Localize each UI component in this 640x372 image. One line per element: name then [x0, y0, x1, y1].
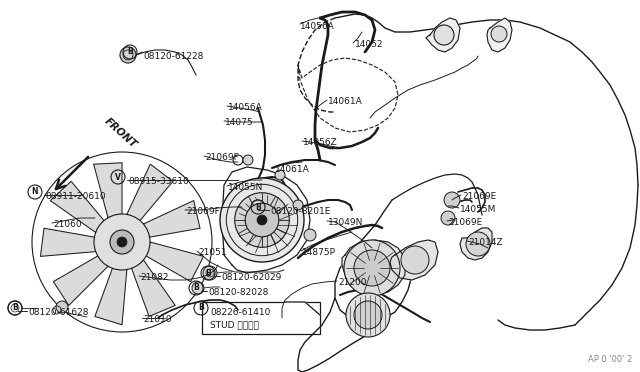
Polygon shape — [487, 18, 512, 52]
Text: 08120-61628: 08120-61628 — [28, 308, 88, 317]
Text: 14055M: 14055M — [460, 205, 497, 214]
Text: 21069F: 21069F — [205, 153, 239, 162]
Circle shape — [233, 155, 243, 165]
Polygon shape — [426, 18, 460, 52]
Circle shape — [220, 178, 304, 262]
Text: 21069E: 21069E — [462, 192, 496, 201]
Circle shape — [346, 293, 390, 337]
Text: 21200: 21200 — [338, 278, 367, 287]
Circle shape — [117, 237, 127, 247]
Circle shape — [354, 250, 390, 286]
Circle shape — [344, 240, 400, 296]
Circle shape — [192, 282, 204, 294]
Polygon shape — [147, 242, 204, 282]
Text: 14052: 14052 — [355, 40, 383, 49]
Polygon shape — [143, 201, 200, 237]
Text: B: B — [255, 202, 261, 212]
Text: N: N — [32, 187, 38, 196]
Circle shape — [247, 205, 287, 245]
Polygon shape — [132, 260, 175, 317]
Circle shape — [354, 301, 382, 329]
Text: 14056A: 14056A — [300, 22, 335, 31]
Text: 13049N: 13049N — [328, 218, 364, 227]
Text: 21069E: 21069E — [448, 218, 483, 227]
Polygon shape — [95, 268, 127, 325]
Circle shape — [243, 155, 253, 165]
Bar — [202, 302, 320, 334]
Circle shape — [56, 301, 68, 313]
Text: AP 0 '00' 2: AP 0 '00' 2 — [588, 355, 632, 364]
Text: STUD スタッド: STUD スタッド — [210, 320, 259, 329]
Circle shape — [441, 211, 455, 225]
Polygon shape — [40, 228, 96, 256]
Circle shape — [466, 232, 490, 256]
Circle shape — [120, 47, 136, 63]
Text: 08120-62029: 08120-62029 — [221, 273, 282, 282]
Circle shape — [94, 214, 150, 270]
Polygon shape — [342, 240, 405, 295]
Text: B: B — [127, 48, 133, 57]
Text: 21069F: 21069F — [186, 207, 220, 216]
Text: 21010: 21010 — [143, 315, 172, 324]
Text: 08226-61410: 08226-61410 — [210, 308, 270, 317]
Circle shape — [235, 193, 299, 257]
Text: B: B — [193, 283, 199, 292]
Polygon shape — [51, 181, 104, 232]
Text: 21060: 21060 — [53, 220, 82, 229]
Circle shape — [110, 230, 134, 254]
Text: 14055N: 14055N — [228, 183, 264, 192]
Text: 08120-61228: 08120-61228 — [143, 52, 204, 61]
Text: 08911-20610: 08911-20610 — [45, 192, 106, 201]
Text: B: B — [198, 304, 204, 312]
Circle shape — [275, 170, 285, 180]
Circle shape — [257, 215, 267, 225]
Text: 21014Z: 21014Z — [468, 238, 502, 247]
Text: 21082: 21082 — [140, 273, 168, 282]
Circle shape — [245, 203, 279, 237]
Text: FRONT: FRONT — [102, 116, 138, 150]
Text: B: B — [12, 304, 18, 312]
Circle shape — [251, 200, 265, 214]
Polygon shape — [53, 256, 108, 305]
Text: 14061A: 14061A — [328, 97, 363, 106]
Circle shape — [235, 193, 289, 247]
Text: 08120-82028: 08120-82028 — [208, 288, 268, 297]
Text: 14875P: 14875P — [302, 248, 336, 257]
Polygon shape — [93, 163, 122, 218]
Text: 21051: 21051 — [198, 248, 227, 257]
Text: 14075: 14075 — [225, 118, 253, 127]
Text: 08120-8201E: 08120-8201E — [270, 207, 330, 216]
Circle shape — [203, 266, 217, 280]
Polygon shape — [127, 164, 173, 221]
Text: 08915-33610: 08915-33610 — [128, 177, 189, 186]
Polygon shape — [285, 302, 320, 315]
Circle shape — [434, 25, 454, 45]
Text: 14061A: 14061A — [275, 165, 310, 174]
Polygon shape — [460, 228, 492, 260]
Text: 14056Z: 14056Z — [303, 138, 338, 147]
Text: V: V — [115, 173, 121, 182]
Circle shape — [293, 200, 303, 210]
Circle shape — [401, 246, 429, 274]
Text: 14056A: 14056A — [228, 103, 263, 112]
Polygon shape — [390, 240, 438, 280]
Text: B: B — [205, 269, 211, 278]
Circle shape — [304, 229, 316, 241]
Circle shape — [444, 192, 460, 208]
Circle shape — [491, 26, 507, 42]
